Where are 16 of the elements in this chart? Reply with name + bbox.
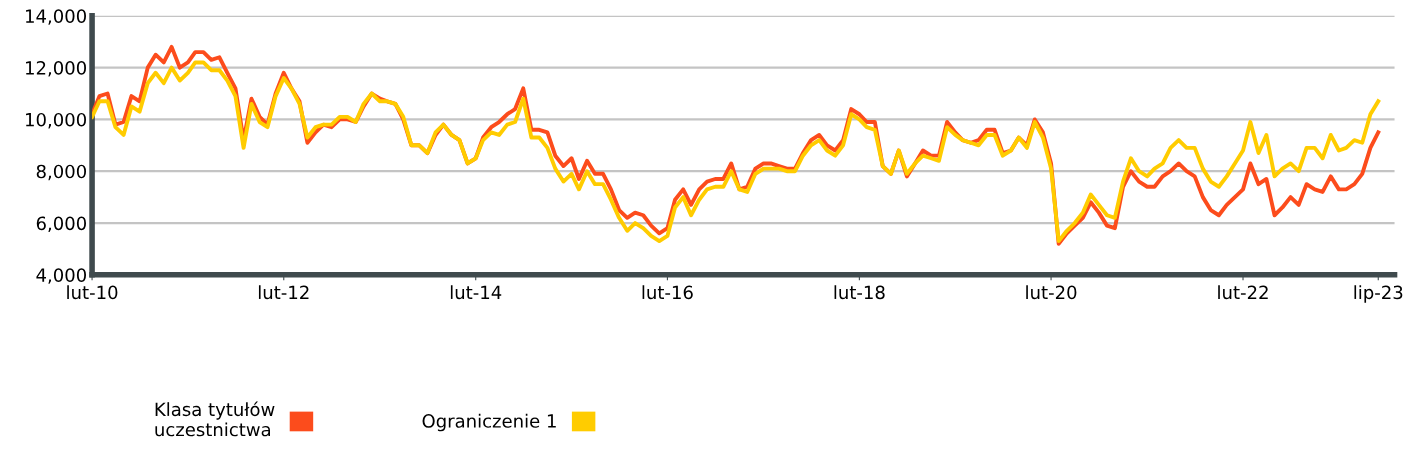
x-tick-label: lut-18 <box>834 285 885 300</box>
legend-label: Ograniczenie 1 <box>422 413 556 432</box>
x-tick-label: lip-23 <box>1354 285 1403 303</box>
y-tick-label: 8,000 <box>36 164 87 181</box>
x-tick-label: lut-10 <box>67 285 118 300</box>
legend-label: Klasa tytułów uczestnictwa <box>155 401 275 437</box>
y-tick-label: 6,000 <box>36 216 87 232</box>
y-tick-label: 12,000 <box>26 61 87 77</box>
x-tick-label: lut-12 <box>258 285 309 300</box>
y-tick-label: 4,000 <box>36 268 87 284</box>
y-tick-label: 14,000 <box>26 9 87 25</box>
x-tick-label: lut-20 <box>1026 285 1077 300</box>
y-tick-label: 10,000 <box>26 112 87 129</box>
x-tick-label: lut-16 <box>642 285 693 300</box>
x-tick-label: lut-22 <box>1218 285 1268 300</box>
x-tick-label: lut-14 <box>450 285 502 300</box>
